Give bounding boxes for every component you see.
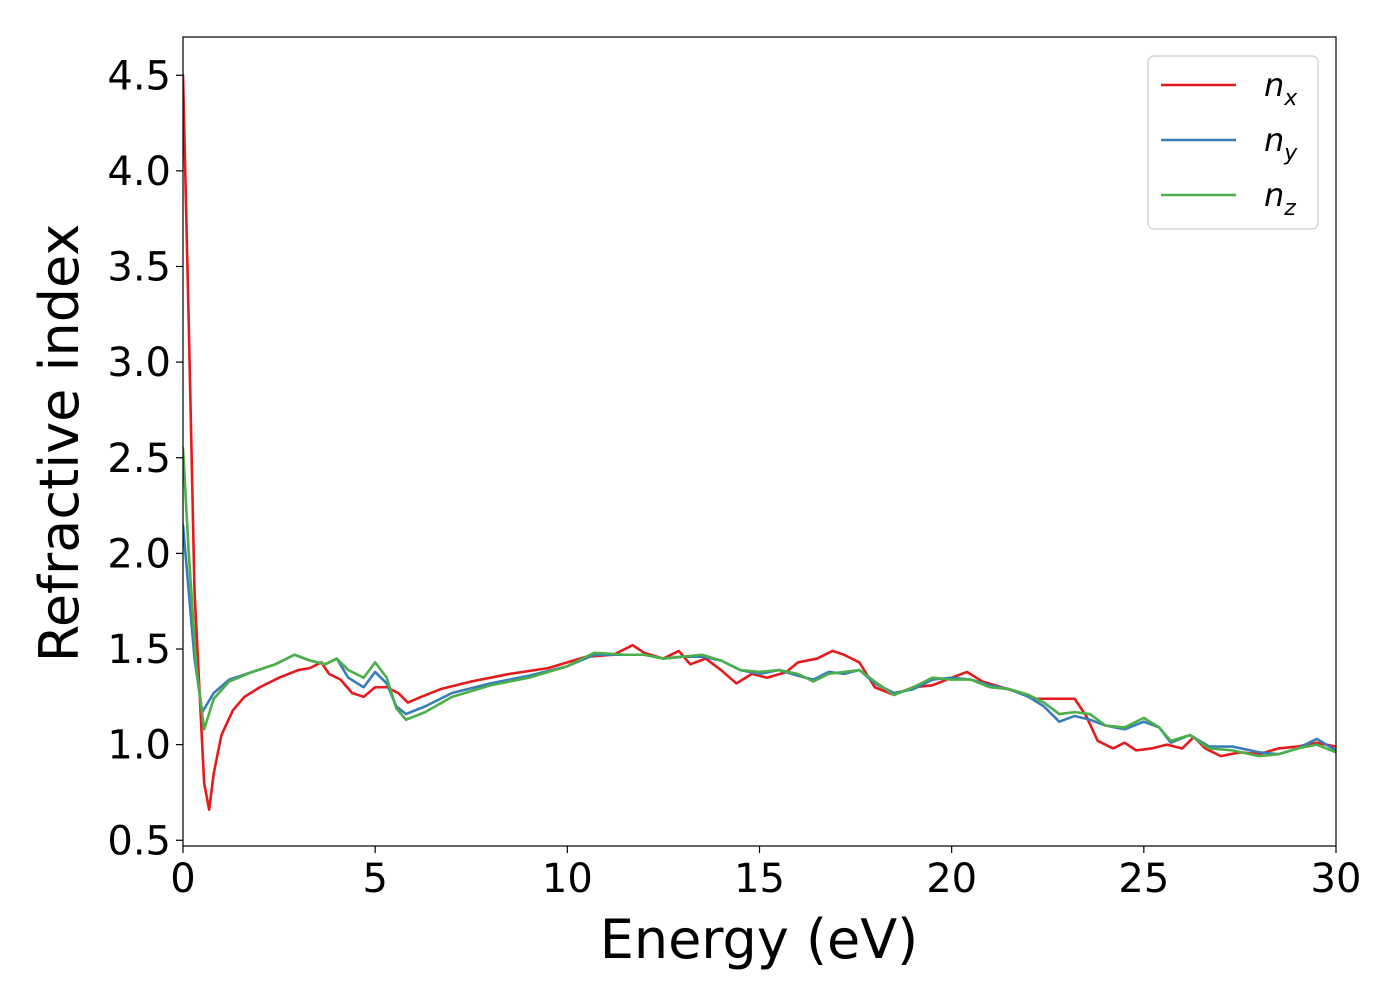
series-line-y — [183, 523, 1336, 756]
y-tick-label: 0.5 — [107, 818, 171, 864]
y-tick-label: 2.0 — [107, 531, 171, 577]
series-line-x — [183, 73, 1336, 811]
series-layer — [183, 73, 1336, 811]
y-tick-label: 3.5 — [107, 245, 171, 291]
y-tick-label: 2.5 — [107, 436, 171, 482]
x-tick-label: 20 — [926, 856, 977, 902]
x-axis: 0 5 10 15 20 25 30 — [170, 846, 1361, 902]
y-tick-label: 1.5 — [107, 627, 171, 673]
y-tick-label: 3.0 — [107, 340, 171, 386]
x-tick-label: 10 — [542, 856, 593, 902]
x-tick-label: 5 — [362, 856, 387, 902]
x-axis-title: Energy (eV) — [600, 908, 919, 971]
y-tick-label: 4.0 — [107, 149, 171, 195]
y-axis: 0.5 1.0 1.5 2.0 2.5 3.0 3.5 4.0 4.5 — [107, 53, 183, 864]
x-tick-label: 25 — [1118, 856, 1169, 902]
x-tick-label: 15 — [734, 856, 785, 902]
y-axis-title: Refractive index — [28, 224, 91, 663]
x-tick-label: 0 — [170, 856, 195, 902]
x-tick-label: 30 — [1311, 856, 1362, 902]
legend-box — [1147, 55, 1319, 230]
legend-label-subscript: x — [1283, 86, 1298, 111]
series-line-z — [183, 446, 1336, 758]
y-tick-label: 4.5 — [107, 53, 171, 99]
legend-label-subscript: y — [1283, 141, 1298, 166]
legend-label-subscript: z — [1283, 196, 1296, 221]
y-tick-label: 1.0 — [107, 723, 171, 769]
